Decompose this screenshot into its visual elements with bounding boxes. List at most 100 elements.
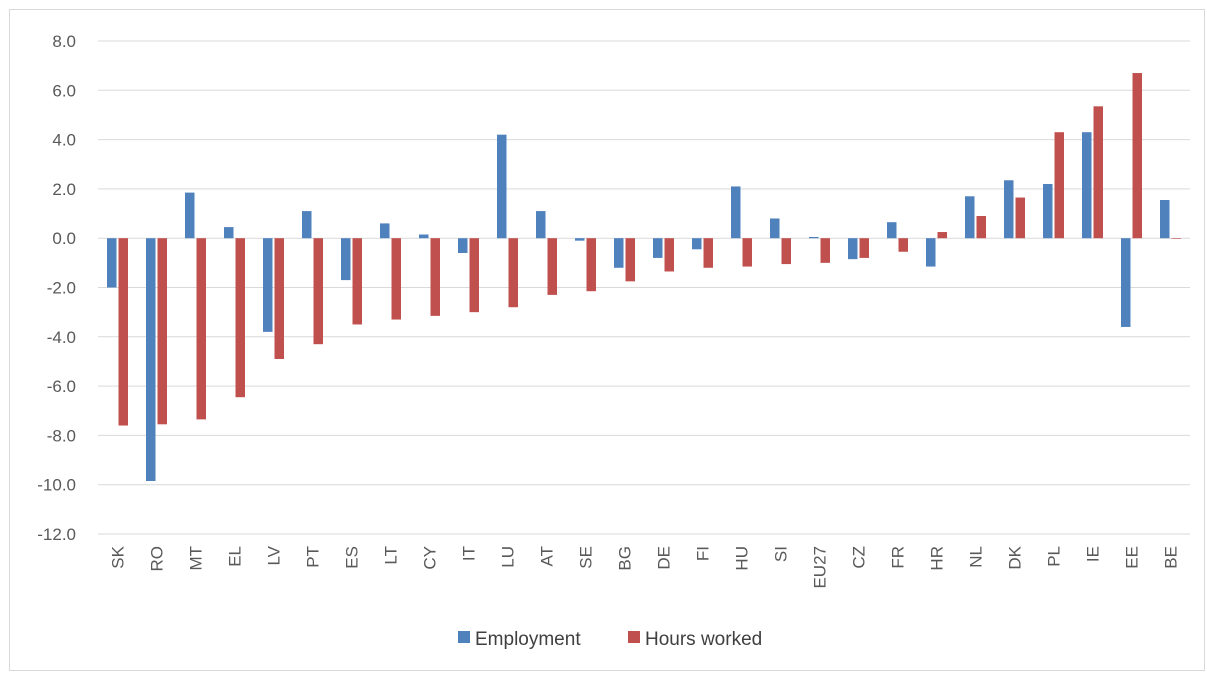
bar-hours-worked-hr [937,232,947,239]
bar-hours-worked-fr [898,238,908,252]
bar-hours-worked-dk [1015,197,1025,239]
bar-employment-hu [731,186,741,239]
x-tick-label: EE [1123,546,1142,569]
bar-employment-fi [692,238,702,250]
bar-employment-lt [380,223,390,239]
y-tick-label: -4.0 [47,328,76,347]
bar-series [107,73,1181,482]
bar-employment-nl [965,196,975,239]
y-tick-label: -8.0 [47,426,76,445]
bar-hours-worked-sk [118,238,128,426]
bar-hours-worked-es [352,238,362,325]
bar-employment-dk [1004,180,1014,239]
bar-hours-worked-nl [976,216,986,239]
bar-hours-worked-pt [313,238,323,345]
bar-hours-worked-pl [1054,132,1064,239]
x-tick-label: IE [1084,546,1103,562]
legend-swatch-employment [458,631,470,643]
bar-employment-el [224,227,234,239]
bar-employment-de [653,238,663,258]
x-tick-label: DK [1006,545,1025,569]
x-tick-label: ES [343,546,362,569]
bar-hours-worked-ie [1093,106,1103,239]
gridlines [98,40,1190,535]
bar-employment-at [536,211,546,239]
bar-hours-worked-si [781,238,791,265]
x-tick-label: LU [499,546,518,568]
x-tick-label: SK [109,545,128,568]
bar-hours-worked-mt [196,238,206,420]
bar-hours-worked-be [1171,238,1181,239]
chart-frame [9,9,1205,671]
x-tick-label: LT [382,546,401,565]
y-tick-label: 4.0 [52,131,76,150]
bar-employment-ie [1082,132,1092,239]
bar-employment-cz [848,238,858,260]
bar-employment-pl [1043,183,1053,239]
x-tick-label: PL [1045,546,1064,567]
y-tick-label: 2.0 [52,180,76,199]
bar-employment-lv [263,238,273,332]
y-tick-label: -12.0 [37,525,76,544]
x-tick-label: SI [772,546,791,562]
x-tick-label: CY [421,546,440,570]
bar-hours-worked-de [664,238,674,272]
bar-hours-worked-fi [703,238,713,268]
bar-employment-hr [926,238,936,267]
bar-hours-worked-se [586,238,596,292]
bar-employment-si [770,218,780,239]
x-tick-label: FR [889,546,908,569]
x-tick-label: RO [148,546,167,572]
bar-employment-ro [146,238,156,482]
legend-label-employment: Employment [475,629,581,650]
bar-employment-cy [419,234,429,239]
bar-employment-it [458,238,468,253]
y-tick-label: -2.0 [47,279,76,298]
bar-employment-es [341,238,351,281]
bar-employment-lu [497,134,507,239]
x-tick-label: DE [655,546,674,570]
bar-employment-se [575,238,585,241]
y-tick-label: 8.0 [52,32,76,51]
x-tick-label: AT [538,546,557,566]
legend-swatch-hours-worked [628,631,640,643]
x-tick-label: HU [733,546,752,571]
bar-hours-worked-ro [157,238,167,425]
bar-hours-worked-cz [859,238,869,258]
bar-employment-be [1160,199,1170,239]
x-axis-tick-labels: SK RO MT EL LV PT ES LT CY IT LU AT SE BG DE FI HU SI EU27… [109,545,1181,588]
bar-employment-ee [1121,238,1131,327]
x-tick-label: FI [694,546,713,561]
y-axis-tick-labels: 8.0 6.0 4.0 2.0 0.0 -2.0 -4.0 -6.0 -8.0 -10.0 -12.… [37,32,76,544]
bar-hours-worked-cy [430,238,440,316]
x-tick-label: LV [265,545,284,565]
bar-employment-fr [887,222,897,239]
bar-hours-worked-ee [1132,73,1142,239]
legend: Employment Hours worked [458,629,762,650]
bar-hours-worked-lu [508,238,518,308]
legend-label-hours-worked: Hours worked [645,629,762,650]
bar-employment-bg [614,238,624,268]
bar-employment-mt [185,192,195,239]
x-tick-label: BG [616,546,635,571]
bar-hours-worked-it [469,238,479,313]
x-tick-label: IT [460,546,479,561]
y-tick-label: -10.0 [37,476,76,495]
x-tick-label: EL [226,546,245,567]
bar-employment-sk [107,238,117,288]
y-tick-label: -6.0 [47,377,76,396]
x-tick-label: PT [304,546,323,568]
x-tick-label: NL [967,546,986,568]
bar-hours-worked-at [547,238,557,295]
y-tick-label: 6.0 [52,81,76,100]
bar-hours-worked-eu27 [820,238,830,263]
bar-hours-worked-el [235,238,245,398]
x-tick-label: MT [187,546,206,571]
x-tick-label: EU27 [811,546,830,589]
bar-hours-worked-bg [625,238,635,282]
y-tick-label: 0.0 [52,229,76,248]
x-tick-label: BE [1162,546,1181,569]
bar-employment-eu27 [809,236,819,239]
bar-hours-worked-hu [742,238,752,267]
